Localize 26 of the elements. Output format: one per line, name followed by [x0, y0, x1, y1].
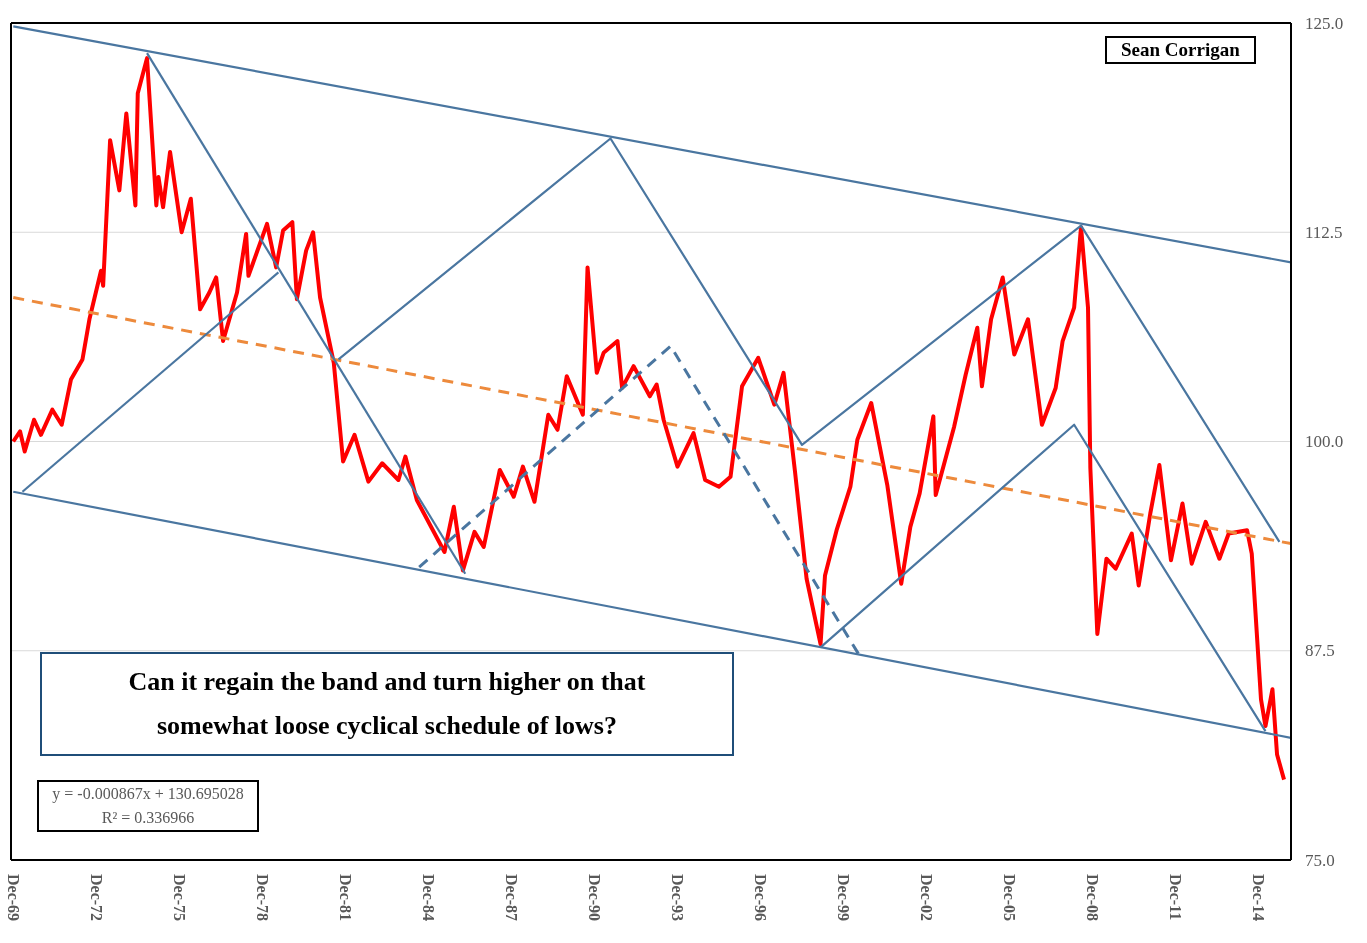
x-tick-label: Dec-90 — [585, 874, 603, 922]
x-tick-label: Dec-84 — [419, 874, 437, 922]
question-box: Can it regain the band and turn higher on that somewhat loose cyclical schedule of lows? — [40, 652, 734, 756]
x-tick-label: Dec-78 — [253, 874, 271, 922]
y-tick-label: 112.5 — [1305, 222, 1343, 242]
equation-box: y = -0.000867x + 130.695028 R² = 0.336966 — [37, 780, 259, 832]
name-box: Sean Corrigan — [1105, 36, 1256, 64]
y-tick-label: 87.5 — [1305, 641, 1335, 661]
x-tick-label: Dec-11 — [1167, 874, 1185, 921]
x-tick-label: Dec-87 — [502, 874, 520, 922]
y-tick-label: 75.0 — [1305, 850, 1335, 870]
y-tick-label: 100.0 — [1305, 432, 1344, 451]
x-tick-label: Dec-81 — [336, 874, 354, 922]
x-tick-label: Dec-69 — [4, 874, 22, 922]
x-tick-label: Dec-96 — [752, 874, 770, 922]
x-tick-label: Dec-93 — [668, 874, 686, 922]
x-tick-label: Dec-72 — [87, 874, 105, 922]
y-tick-label: 125.0 — [1305, 13, 1344, 33]
x-tick-label: Dec-75 — [170, 874, 188, 922]
x-tick-label: Dec-14 — [1250, 874, 1268, 922]
annotation: R² = 0.336966 — [100, 808, 196, 828]
x-tick-label: Dec-99 — [835, 874, 852, 922]
x-tick-label: Dec-08 — [1084, 874, 1102, 922]
x-tick-label: Dec-05 — [1001, 874, 1019, 922]
annotation: y = -0.000867x + 130.695028 — [51, 784, 245, 805]
x-tick-label: Dec-02 — [918, 874, 936, 922]
